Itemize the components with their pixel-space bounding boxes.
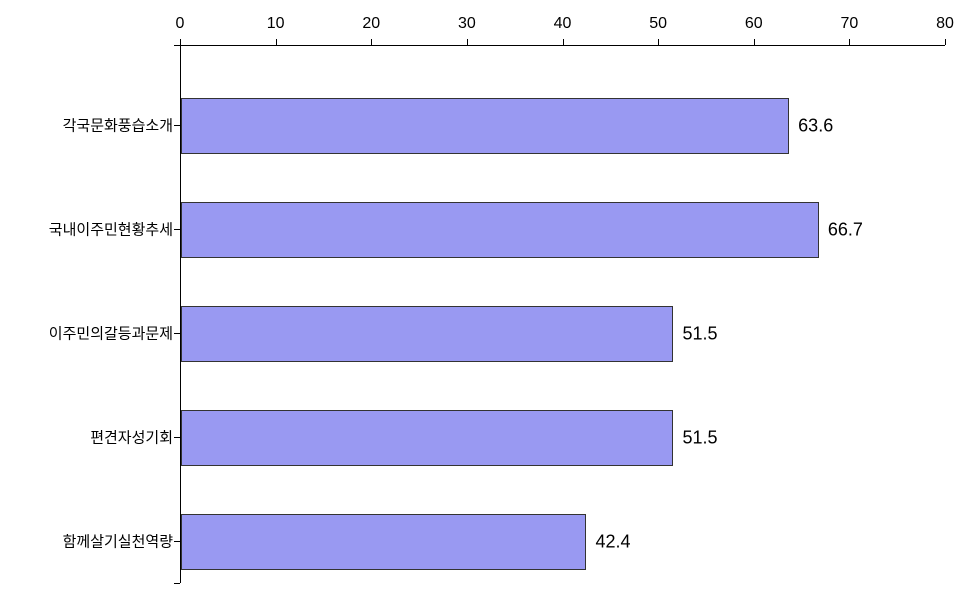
x-tick-label: 80 bbox=[936, 15, 954, 33]
x-tick-mark bbox=[945, 39, 946, 45]
horizontal-bar-chart: 0 10 20 30 40 50 60 70 80 63.6 66.7 51.5 51.5 42.4 각… bbox=[0, 0, 978, 598]
bar: 66.7 bbox=[181, 202, 819, 258]
x-tick-label: 30 bbox=[458, 15, 476, 33]
y-tick-mark bbox=[174, 437, 180, 438]
x-axis: 01020304050607080 bbox=[180, 15, 945, 45]
y-tick-mark bbox=[174, 333, 180, 334]
bar-value-label: 42.4 bbox=[595, 532, 630, 553]
y-tick-mark bbox=[174, 583, 180, 584]
category-label: 편견자성기회 bbox=[90, 427, 173, 448]
bar: 51.5 bbox=[181, 306, 673, 362]
category-label: 함께살기실천역량 bbox=[63, 531, 173, 552]
bar-value-label: 66.7 bbox=[828, 220, 863, 241]
x-tick-label: 0 bbox=[176, 15, 185, 33]
category-label: 국내이주민현황추세 bbox=[49, 219, 173, 240]
y-tick-mark bbox=[174, 125, 180, 126]
x-tick-label: 70 bbox=[840, 15, 858, 33]
bar: 42.4 bbox=[181, 514, 586, 570]
y-tick-mark bbox=[174, 45, 180, 46]
x-tick-label: 50 bbox=[649, 15, 667, 33]
bar-value-label: 51.5 bbox=[682, 428, 717, 449]
bar: 51.5 bbox=[181, 410, 673, 466]
x-tick-label: 20 bbox=[362, 15, 380, 33]
plot-area: 63.6 66.7 51.5 51.5 42.4 bbox=[180, 45, 945, 583]
bar-value-label: 63.6 bbox=[798, 116, 833, 137]
y-tick-mark bbox=[174, 229, 180, 230]
bar: 63.6 bbox=[181, 98, 789, 154]
x-tick-label: 40 bbox=[554, 15, 572, 33]
x-tick-label: 10 bbox=[267, 15, 285, 33]
bar-value-label: 51.5 bbox=[682, 324, 717, 345]
y-tick-mark bbox=[174, 541, 180, 542]
category-label: 이주민의갈등과문제 bbox=[49, 323, 173, 344]
x-tick-label: 60 bbox=[745, 15, 763, 33]
category-label: 각국문화풍습소개 bbox=[63, 115, 173, 136]
